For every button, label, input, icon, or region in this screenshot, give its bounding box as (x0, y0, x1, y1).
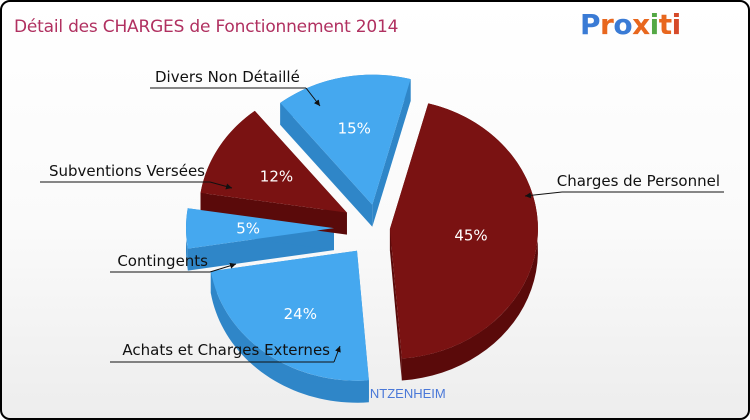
slice-percent-label: 5% (236, 219, 260, 237)
commune-label: WINTZENHEIM (354, 386, 446, 401)
brand-letter: P (580, 8, 601, 41)
pie-slice[interactable] (280, 74, 411, 205)
slice-category-label: Charges de Personnel (557, 172, 720, 190)
pie-slice-edge (389, 228, 402, 381)
brand-letter: i (649, 8, 660, 41)
label-leader-arrow (524, 191, 563, 199)
pie-slice[interactable] (186, 208, 335, 249)
label-leader-arrow (209, 262, 237, 273)
slice-category-label: Contingents (117, 252, 208, 270)
brand-letter: o (613, 8, 633, 41)
slice-category-label: Divers Non Détaillé (155, 68, 300, 86)
slice-category-label: Achats et Charges Externes (122, 341, 330, 359)
pie-slice-wall (210, 271, 369, 403)
slice-percent-label: 12% (260, 168, 293, 186)
brand-letter: x (632, 8, 650, 41)
slice-category-label: Subventions Versées (49, 162, 205, 180)
pie-slice-edge (280, 102, 373, 227)
brand-letter: i (671, 8, 682, 41)
pie-slice-edge (200, 192, 347, 235)
label-leader-arrow (333, 345, 341, 363)
label-leader-arrow (209, 181, 233, 190)
pie-slice[interactable] (389, 103, 538, 359)
brand-logo: Proxiti (580, 8, 681, 41)
slice-percent-label: 15% (338, 119, 371, 137)
label-leader-arrow (305, 87, 321, 107)
slice-percent-label: 45% (454, 226, 487, 244)
pie-slice[interactable] (200, 110, 347, 213)
pie-slice[interactable] (210, 250, 369, 381)
brand-letter: t (658, 8, 672, 41)
slice-percent-label: 24% (284, 305, 317, 323)
chart-title: Détail des CHARGES de Fonctionnement 201… (14, 17, 399, 37)
pie-slice-edge (372, 79, 411, 227)
brand-letter: r (600, 8, 614, 41)
